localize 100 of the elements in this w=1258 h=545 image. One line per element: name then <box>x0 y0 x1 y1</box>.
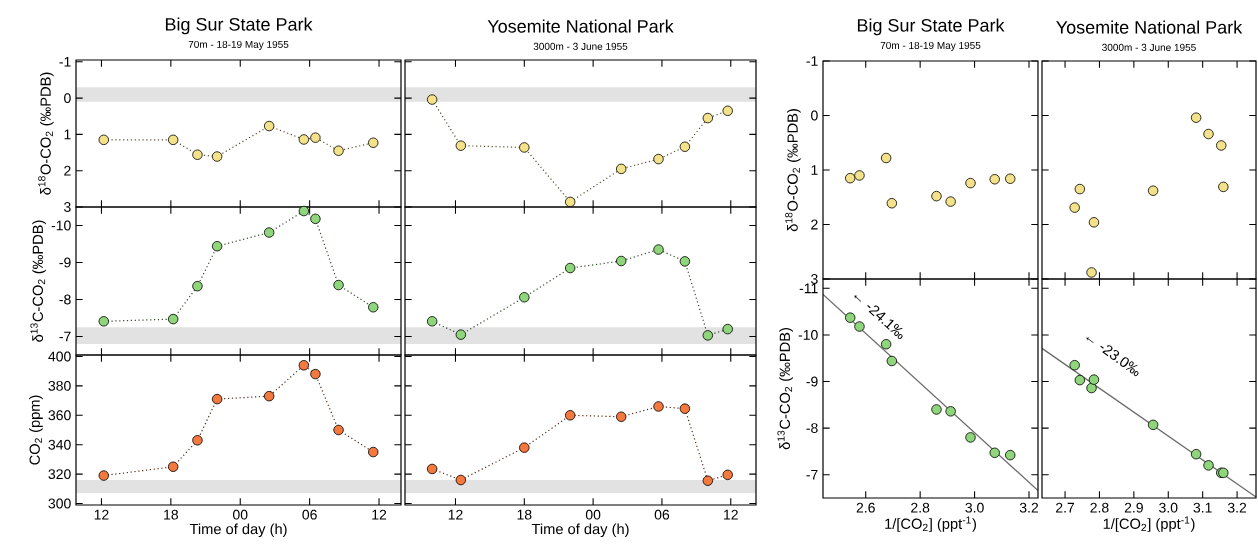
y-tick-label: -9 <box>806 376 818 387</box>
point <box>455 140 467 151</box>
point <box>211 241 223 252</box>
x-tick-label: 18 <box>164 509 179 520</box>
x-tick-label: 2.8 <box>911 502 930 513</box>
point <box>931 190 942 202</box>
chart-subtitle: 70m - 18-19 May 1955 <box>880 41 981 51</box>
y-tick-label: 340 <box>48 439 71 450</box>
point <box>368 446 379 458</box>
chart-title: Big Sur State Park <box>165 17 313 35</box>
x-tick-label: 2.8 <box>1090 502 1109 513</box>
point <box>298 360 310 371</box>
point <box>368 137 379 148</box>
y-tick-label: 0 <box>64 93 71 104</box>
x-axis-title: Time of day (h) <box>531 523 629 538</box>
chart-subtitle: 3000m - 3 June 1955 <box>1102 43 1196 51</box>
point <box>1069 202 1080 213</box>
point <box>564 262 576 274</box>
point <box>298 134 310 145</box>
x-axis-title: Time of day (h) <box>189 523 287 538</box>
point <box>945 406 956 417</box>
x-tick-label: 2.9 <box>1124 502 1143 513</box>
point <box>616 163 627 175</box>
point <box>653 401 664 412</box>
point <box>931 404 942 415</box>
point <box>519 292 530 303</box>
point <box>192 280 203 292</box>
point <box>722 105 733 117</box>
point <box>455 474 467 486</box>
point <box>722 469 733 481</box>
point <box>886 355 898 367</box>
x-tick-label: 3.2 <box>1019 502 1039 513</box>
point <box>702 475 714 486</box>
point <box>845 312 856 323</box>
point <box>845 172 856 184</box>
point <box>310 368 321 380</box>
point <box>722 323 733 335</box>
x-tick-label: 3.0 <box>1159 502 1178 513</box>
point <box>426 94 438 105</box>
point <box>886 198 898 209</box>
point <box>263 390 275 402</box>
x-tick-label: 12 <box>372 509 387 520</box>
point <box>1218 181 1229 193</box>
point <box>98 316 109 327</box>
point <box>880 339 892 350</box>
point <box>263 120 275 132</box>
x-tick-label: 2.6 <box>856 502 875 513</box>
point <box>310 213 321 225</box>
y-axis-title: δ$^{13}$C-CO$_{2}$ (‰PDB) <box>777 328 793 450</box>
point <box>989 174 1000 185</box>
y-tick-label: -8 <box>806 423 818 434</box>
point <box>1005 173 1016 184</box>
y-tick-label: -1 <box>59 57 71 67</box>
point <box>702 112 714 124</box>
point <box>455 329 467 340</box>
point <box>310 132 321 143</box>
point <box>426 316 438 327</box>
y-tick-label: 1 <box>64 129 71 140</box>
point <box>519 142 530 153</box>
x-tick-label: 3.1 <box>1193 502 1212 513</box>
y-tick-label: 360 <box>48 410 71 421</box>
y-axis-title: δ$^{13}$C-CO$_{2}$ (‰PDB) <box>30 220 46 342</box>
point <box>192 149 203 160</box>
point <box>1074 374 1086 386</box>
x-tick-label: 06 <box>654 509 670 520</box>
point <box>653 244 664 255</box>
point <box>965 177 976 189</box>
x-tick-label: 12 <box>94 509 109 520</box>
point <box>679 256 691 267</box>
point <box>616 255 627 267</box>
x-tick-label: 06 <box>302 509 317 520</box>
point <box>167 134 179 146</box>
x-axis-title: 1/[CO$_{2}$] (ppt$^{-1}$) <box>1103 516 1195 532</box>
point <box>263 227 275 238</box>
point <box>1190 112 1202 123</box>
point <box>333 279 344 291</box>
y-axis-title: δ$^{18}$O-CO$_{2}$ (‰PDB) <box>785 109 801 232</box>
chart-subtitle: 3000m - 3 June 1955 <box>533 42 628 50</box>
y-tick-label: -9 <box>59 257 71 268</box>
y-tick-label: 320 <box>48 469 71 480</box>
y-tick-label: -10 <box>51 220 71 231</box>
point <box>965 432 976 443</box>
point <box>989 447 1000 458</box>
point <box>880 152 892 164</box>
point <box>679 141 691 152</box>
point <box>1147 185 1159 196</box>
x-tick-label: 3.2 <box>1227 502 1247 513</box>
point <box>211 151 223 162</box>
chart-title: Yosemite National Park <box>1056 20 1243 34</box>
x-tick-label: 00 <box>585 509 601 520</box>
point <box>1203 128 1214 140</box>
chart-title: Yosemite National Park <box>487 19 674 33</box>
y-tick-label: 1 <box>811 165 818 175</box>
point <box>945 196 956 207</box>
point <box>616 411 627 422</box>
y-tick-label: -11 <box>799 283 818 294</box>
y-tick-label: -8 <box>59 294 71 305</box>
point <box>679 403 691 414</box>
point <box>653 153 664 165</box>
point <box>211 393 223 405</box>
